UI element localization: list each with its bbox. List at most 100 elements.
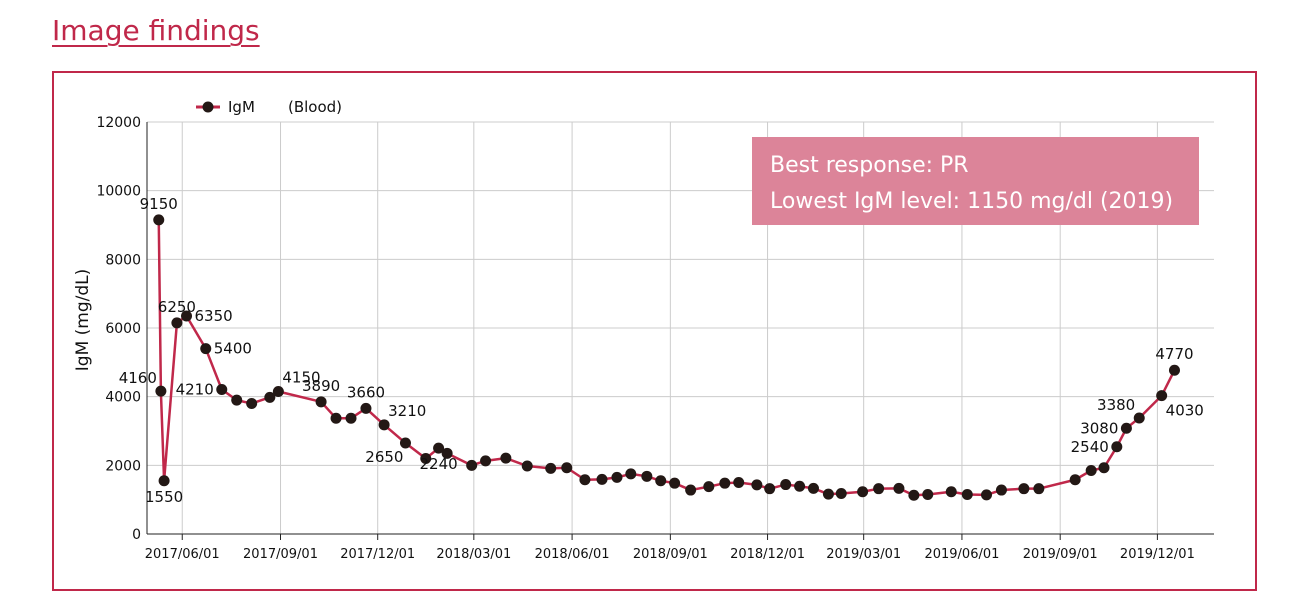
data-point — [181, 310, 193, 322]
data-point — [1111, 441, 1123, 453]
data-point — [158, 475, 170, 487]
x-tick-label: 2017/12/01 — [340, 547, 415, 562]
data-point — [420, 452, 432, 464]
y-tick-label: 0 — [132, 527, 141, 543]
data-point — [216, 383, 228, 395]
data-label: 2240 — [419, 455, 457, 473]
data-point — [857, 486, 869, 498]
legend-marker-swatch — [202, 101, 214, 113]
data-point — [835, 487, 847, 499]
data-point — [822, 488, 834, 500]
data-label: 9150 — [140, 195, 178, 213]
data-point — [155, 385, 167, 397]
data-point — [873, 483, 885, 495]
x-tick-label: 2018/03/01 — [436, 547, 511, 562]
x-tick-label: 2017/06/01 — [145, 547, 220, 562]
data-point — [1085, 464, 1097, 476]
x-tick-label: 2018/09/01 — [633, 547, 708, 562]
data-point — [399, 437, 411, 449]
data-point — [669, 477, 681, 489]
data-point — [1033, 483, 1045, 495]
data-label: 1550 — [145, 488, 183, 506]
data-point — [521, 460, 533, 472]
data-label: 2650 — [365, 448, 403, 466]
data-point — [360, 402, 372, 414]
data-point — [625, 468, 637, 480]
y-tick-label: 10000 — [96, 184, 141, 200]
data-point — [655, 475, 667, 487]
data-point — [1120, 422, 1132, 434]
data-point — [545, 462, 557, 474]
data-point — [480, 455, 492, 467]
data-point — [579, 474, 591, 486]
chart-frame — [52, 71, 1257, 591]
data-point — [719, 477, 731, 489]
data-point — [780, 479, 792, 491]
data-point — [231, 394, 243, 406]
data-point — [961, 489, 973, 501]
y-tick-label: 8000 — [105, 252, 141, 268]
data-point — [264, 391, 276, 403]
data-label: 4160 — [119, 369, 157, 387]
series-line-igm — [157, 219, 1176, 497]
x-tick-label: 2018/06/01 — [535, 547, 610, 562]
data-point — [1069, 474, 1081, 486]
data-label: 2540 — [1071, 438, 1109, 456]
x-tick-label: 2019/12/01 — [1120, 547, 1195, 562]
data-point — [466, 459, 478, 471]
data-point — [1133, 412, 1145, 424]
data-point — [893, 482, 905, 494]
data-point — [500, 452, 512, 464]
legend-label: IgM — [228, 98, 255, 116]
data-point — [153, 214, 165, 226]
data-point — [945, 486, 957, 498]
y-tick-label: 12000 — [96, 115, 141, 131]
data-point — [703, 481, 715, 493]
callout-box: Best response: PR Lowest IgM level: 1150… — [752, 137, 1199, 225]
data-point — [908, 489, 920, 501]
data-point — [981, 489, 993, 501]
data-point — [596, 473, 608, 485]
data-point — [433, 442, 445, 454]
callout-line-1: Best response: PR — [770, 153, 969, 178]
data-label: 3380 — [1097, 396, 1135, 414]
data-point — [315, 396, 327, 408]
data-point — [807, 482, 819, 494]
data-point — [171, 317, 183, 329]
series-igm — [153, 214, 1180, 501]
data-label: 4210 — [176, 380, 214, 398]
legend: IgM (Blood) — [196, 98, 342, 116]
data-label: 3890 — [302, 377, 340, 395]
data-label: 4030 — [1166, 402, 1204, 420]
x-tick-label: 2018/12/01 — [730, 547, 805, 562]
data-point — [200, 343, 212, 355]
data-point — [922, 489, 934, 501]
callout-background — [752, 137, 1199, 225]
data-point — [685, 484, 697, 496]
y-tick-label: 2000 — [105, 458, 141, 474]
axes: 0 2000 4000 6000 8000 10000 12000 2017/06/01 201… — [96, 115, 1214, 562]
data-point — [1168, 364, 1180, 376]
y-axis-title: IgM (mg/dL) — [73, 269, 93, 371]
x-tick-label: 2019/03/01 — [826, 547, 901, 562]
data-point — [246, 398, 258, 410]
data-point — [794, 480, 806, 492]
page-heading: Image findings — [52, 14, 260, 47]
data-point — [1098, 462, 1110, 474]
data-point — [764, 483, 776, 495]
data-point — [611, 471, 623, 483]
data-point — [561, 462, 573, 474]
y-tick-label: 6000 — [105, 321, 141, 337]
callout-line-2: Lowest IgM level: 1150 mg/dl (2019) — [770, 189, 1173, 214]
data-point — [751, 479, 763, 491]
data-label: 6250 — [158, 298, 196, 316]
x-tick-label: 2019/09/01 — [1023, 547, 1098, 562]
data-point — [272, 386, 284, 398]
data-point — [641, 470, 653, 482]
data-label: 5400 — [214, 340, 252, 358]
data-point — [1156, 390, 1168, 402]
data-point — [995, 484, 1007, 496]
data-point — [441, 447, 453, 459]
